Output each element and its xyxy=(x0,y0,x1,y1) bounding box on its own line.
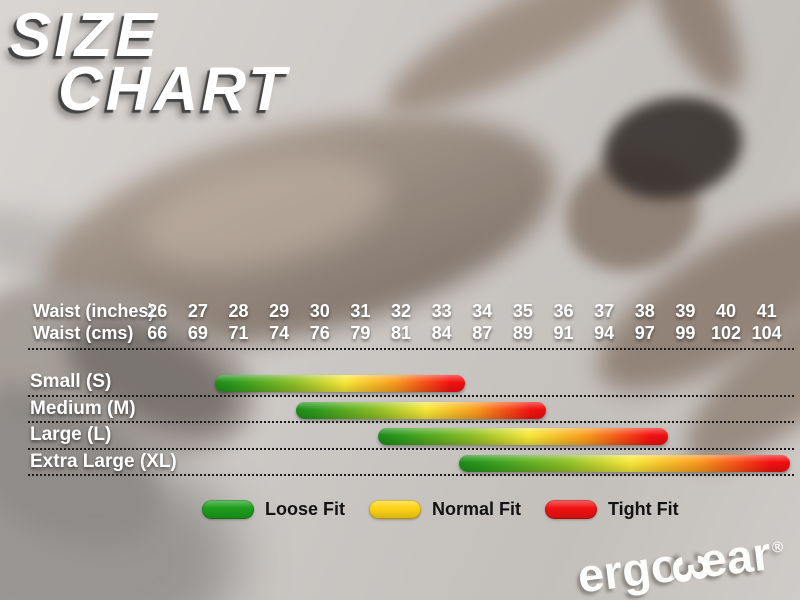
legend-color-swatch xyxy=(202,500,254,519)
waist-tick-value: 26 xyxy=(147,301,168,321)
waist-tick-value: 102 xyxy=(711,323,742,343)
registered-trademark-icon: ® xyxy=(770,538,784,557)
size-range-bar xyxy=(296,401,547,419)
waist-cms-label: Waist (cms) xyxy=(33,323,134,343)
legend-label: Tight Fit xyxy=(608,499,679,519)
waist-tick-value: 81 xyxy=(391,323,412,343)
waist-tick-value: 97 xyxy=(634,323,655,343)
waist-tick-value: 27 xyxy=(187,301,208,321)
waist-tick-value: 29 xyxy=(269,301,290,321)
size-label: Large (L) xyxy=(30,424,112,445)
size-label: Medium (M) xyxy=(30,397,136,419)
waist-tick-value: 99 xyxy=(675,323,696,343)
waist-tick-value: 38 xyxy=(634,301,655,321)
size-row: Extra Large (XL) xyxy=(0,449,800,476)
legend-item: Tight Fit xyxy=(545,499,679,520)
legend-item: Loose Fit xyxy=(202,499,345,520)
waist-inches-values: 26 27 28 29 30 31 32 33 34 35 36 37 38 39 40 41 xyxy=(137,301,787,322)
size-range-bar xyxy=(377,428,668,445)
waist-tick-value: 28 xyxy=(228,301,249,321)
legend-label: Normal Fit xyxy=(432,499,522,519)
title-line-1: SIZE xyxy=(10,1,160,70)
waist-tick-value: 87 xyxy=(472,323,493,343)
waist-tick-value: 71 xyxy=(228,323,249,343)
legend-color-swatch xyxy=(369,500,421,519)
size-rows: Small (S) Medium (M) Large (L) Extra Large … xyxy=(0,369,800,476)
size-row: Large (L) xyxy=(0,422,800,449)
waist-tick-value: 76 xyxy=(309,323,330,343)
waist-tick-value: 35 xyxy=(512,301,533,321)
size-row: Medium (M) xyxy=(0,396,800,423)
photo-shape xyxy=(618,0,762,107)
waist-tick-value: 69 xyxy=(187,323,208,343)
waist-tick-value: 104 xyxy=(751,323,782,343)
waist-tick-value: 74 xyxy=(269,323,290,343)
legend-item: Normal Fit xyxy=(369,499,521,520)
waist-axis-table: Waist (inches) 26 27 28 29 30 31 32 33 34 35 36 37 3… xyxy=(0,301,800,350)
waist-tick-value: 36 xyxy=(553,301,574,321)
size-label: Small (S) xyxy=(30,371,112,392)
size-range-bar xyxy=(214,375,465,392)
waist-tick-value: 89 xyxy=(512,323,533,343)
legend-color-swatch xyxy=(545,500,598,519)
waist-cms-values: 66 69 71 74 76 79 81 84 87 89 91 94 97 99 102 104 xyxy=(137,323,787,344)
size-row: Small (S) xyxy=(0,369,800,396)
size-range-bar xyxy=(458,454,790,472)
title-line-2: CHART xyxy=(58,55,289,124)
waist-tick-value: 66 xyxy=(147,323,168,343)
waist-tick-value: 37 xyxy=(594,301,615,321)
waist-inches-row: Waist (inches) 26 27 28 29 30 31 32 33 34 35 36 37 3… xyxy=(0,301,800,323)
waist-tick-value: 31 xyxy=(350,301,371,321)
fit-legend: Loose Fit Normal Fit Tight Fit xyxy=(202,499,703,520)
size-label: Extra Large (XL) xyxy=(30,450,177,472)
waist-tick-value: 91 xyxy=(553,323,574,343)
legend-label: Loose Fit xyxy=(265,499,345,519)
waist-tick-value: 39 xyxy=(675,301,696,321)
waist-tick-value: 79 xyxy=(350,323,371,343)
waist-tick-value: 41 xyxy=(756,301,777,321)
waist-tick-value: 40 xyxy=(716,301,737,321)
brand-logo: ergo3ear® xyxy=(574,522,787,600)
waist-cms-row: Waist (cms) 66 69 71 74 76 79 81 84 87 89 91 94 97 99… xyxy=(0,323,800,345)
waist-tick-value: 94 xyxy=(594,323,615,343)
waist-tick-value: 30 xyxy=(309,301,330,321)
page-title: SIZE CHART xyxy=(10,1,289,124)
waist-tick-value: 33 xyxy=(431,301,452,321)
waist-tick-value: 34 xyxy=(472,301,493,321)
waist-tick-value: 84 xyxy=(431,323,452,343)
waist-inches-label: Waist (inches) xyxy=(33,301,155,321)
waist-tick-value: 32 xyxy=(391,301,412,321)
